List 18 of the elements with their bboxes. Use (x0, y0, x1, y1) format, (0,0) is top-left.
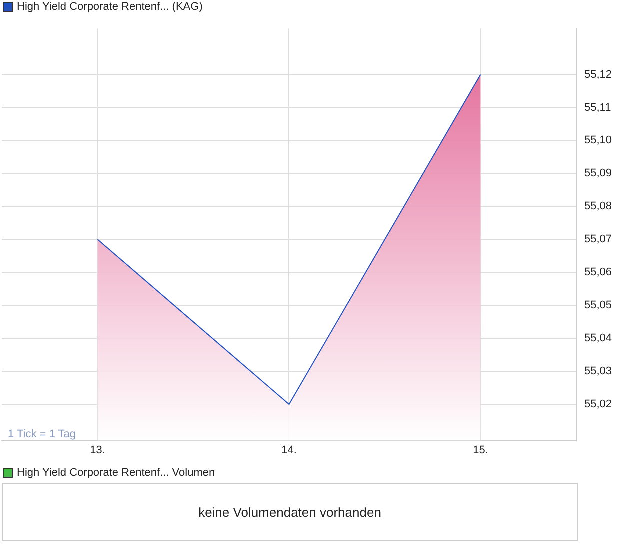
annotation: 1 Tick = 1 Tag (8, 428, 76, 440)
x-tick-label: 14. (282, 444, 297, 456)
y-tick-label: 55,07 (584, 234, 612, 246)
legend-label: High Yield Corporate Rentenf... (KAG) (17, 1, 203, 13)
y-tick-label: 55,04 (584, 332, 612, 345)
x-tick-label: 13. (90, 444, 106, 456)
y-tick-label: 55,12 (584, 68, 612, 81)
y-tick-label: 55,10 (584, 134, 612, 147)
y-tick-label: 55,02 (584, 398, 612, 411)
legend-label: High Yield Corporate Rentenf... Volumen (17, 467, 216, 479)
y-tick-label: 55,09 (584, 168, 612, 180)
y-tick-label: 55,11 (584, 102, 612, 114)
y-tick-label: 55,08 (584, 200, 612, 213)
text: keine Volumendaten vorhanden (198, 504, 382, 520)
y-tick-label: 55,05 (584, 300, 612, 312)
y-tick-label: 55,03 (584, 366, 612, 378)
x-tick-label: 15. (473, 444, 488, 456)
y-tick-label: 55,06 (584, 266, 612, 279)
